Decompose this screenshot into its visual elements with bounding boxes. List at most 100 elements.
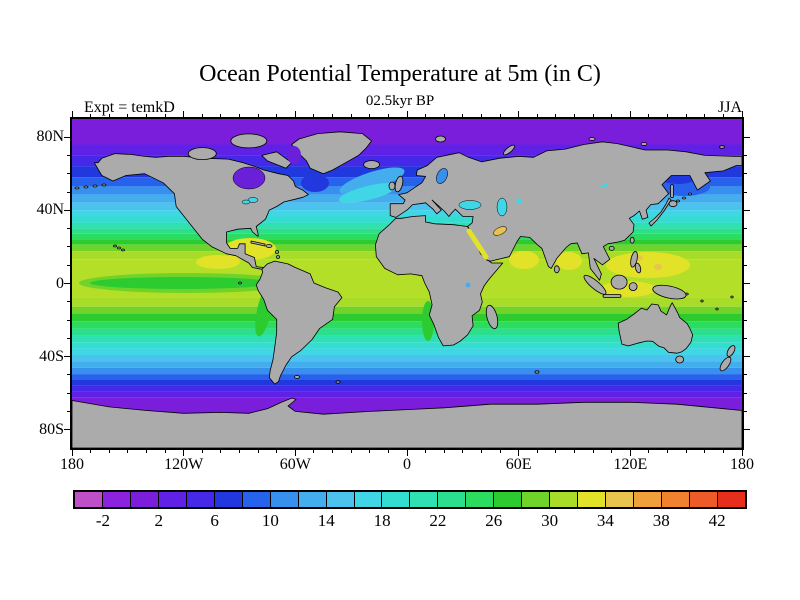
colorbar-cell <box>716 492 745 507</box>
eurasia <box>389 141 742 281</box>
x-axis-tick <box>313 450 315 453</box>
x-axis-tick <box>629 111 631 117</box>
x-axis-tick <box>239 450 240 453</box>
colorbar <box>73 490 747 509</box>
baffin-bay <box>287 146 301 164</box>
colorbar-cell <box>213 492 242 507</box>
x-axis-tick <box>592 114 594 117</box>
colorbar-cell <box>381 492 410 507</box>
x-axis-tick <box>462 114 464 117</box>
x-axis-tick <box>90 114 92 117</box>
colorbar-tick-label: 2 <box>154 511 164 530</box>
black-sea <box>458 200 482 210</box>
y-axis-tick <box>67 319 70 321</box>
y-axis-tick <box>744 356 750 358</box>
x-axis-tick <box>667 114 669 117</box>
sri-lanka <box>553 265 560 274</box>
y-axis-tick <box>64 209 70 211</box>
y-axis-tick <box>744 301 747 303</box>
x-axis-tick <box>145 114 147 117</box>
x-axis-tick <box>741 450 743 456</box>
colorbar-cell <box>157 492 186 507</box>
colorbar-cell <box>101 492 130 507</box>
colorbar-tick-label: -2 <box>95 511 110 530</box>
x-axis-tick <box>127 114 129 117</box>
west-pacific-warm-pool <box>606 252 690 278</box>
lake-victoria <box>465 282 471 288</box>
great-britain <box>394 175 404 193</box>
x-axis-tick <box>350 450 352 453</box>
colorbar-cell <box>297 492 326 507</box>
colorbar-cell <box>325 492 354 507</box>
x-axis-tick <box>164 450 166 453</box>
plot-subtitle: 02.5kyr BP <box>365 93 435 109</box>
x-axis-tick <box>685 450 687 453</box>
small-islands <box>238 137 734 384</box>
y-axis-tick <box>744 283 750 284</box>
borneo <box>610 274 628 290</box>
philippines <box>630 251 638 268</box>
x-axis-tick <box>425 450 427 453</box>
colorbar-tick-label: 26 <box>485 511 503 530</box>
hainan <box>608 245 615 251</box>
baltic-sea <box>436 168 448 184</box>
x-axis-tick <box>722 450 724 453</box>
hawaii <box>113 244 125 252</box>
plot-title: Ocean Potential Temperature at 5m (in C) <box>199 61 601 87</box>
x-axis-tick <box>201 114 203 117</box>
colorbar-tick-label: 10 <box>261 511 279 530</box>
colorbar-cell <box>437 492 466 507</box>
persian-gulf <box>493 226 507 236</box>
hispaniola <box>265 244 273 248</box>
x-axis-tick <box>648 114 650 117</box>
lake-baikal <box>600 184 608 188</box>
y-axis-tick <box>64 356 70 358</box>
japan <box>648 197 672 227</box>
colorbar-cell <box>185 492 214 507</box>
colorbar-tick-label: 34 <box>596 511 614 530</box>
y-axis-tick <box>744 374 747 376</box>
y-axis-tick <box>67 228 70 230</box>
new-zealand-north-island <box>726 345 736 357</box>
iceland <box>363 160 381 169</box>
svalbard <box>435 135 446 143</box>
x-axis-tick <box>574 450 575 453</box>
baffin-island <box>261 151 292 169</box>
x-axis-tick <box>257 450 259 453</box>
labrador-cold-water <box>301 174 329 192</box>
colorbar-cell <box>549 492 578 507</box>
colorbar-cell <box>493 492 522 507</box>
y-axis-tick <box>67 410 70 412</box>
y-axis-tick <box>67 173 70 175</box>
x-axis-tick <box>387 450 389 453</box>
colorbar-tick-label: 38 <box>652 511 670 530</box>
ocean-regional-features <box>79 167 710 341</box>
colorbar-cell <box>521 492 550 507</box>
x-axis-tick <box>722 114 724 117</box>
arabian-sea-warm-patch <box>509 251 539 269</box>
y-axis-label: 40N <box>36 201 64 219</box>
x-axis-tick <box>648 450 650 453</box>
x-axis-tick <box>127 450 129 453</box>
y-axis-tick <box>67 246 70 248</box>
y-axis-tick <box>744 429 750 431</box>
x-axis-tick <box>71 111 73 117</box>
x-axis-tick <box>499 450 501 453</box>
x-axis-tick <box>332 450 334 453</box>
x-axis-tick <box>406 450 408 456</box>
y-axis-tick <box>744 191 747 193</box>
x-axis-tick <box>257 114 259 117</box>
x-axis-tick <box>183 111 185 117</box>
north-atlantic-warm-tongue <box>339 167 405 195</box>
x-axis-tick <box>313 114 315 117</box>
y-axis-tick <box>744 155 747 157</box>
x-axis-label: 120E <box>613 456 648 473</box>
x-axis-tick <box>201 450 203 453</box>
y-axis-tick <box>67 264 70 266</box>
aral-sea <box>516 198 522 204</box>
y-axis-tick <box>744 264 747 266</box>
antarctica <box>72 397 742 448</box>
colorbar-cell <box>633 492 662 507</box>
bay-of-bengal-warm-patch <box>556 252 582 270</box>
x-axis-tick <box>220 450 222 453</box>
